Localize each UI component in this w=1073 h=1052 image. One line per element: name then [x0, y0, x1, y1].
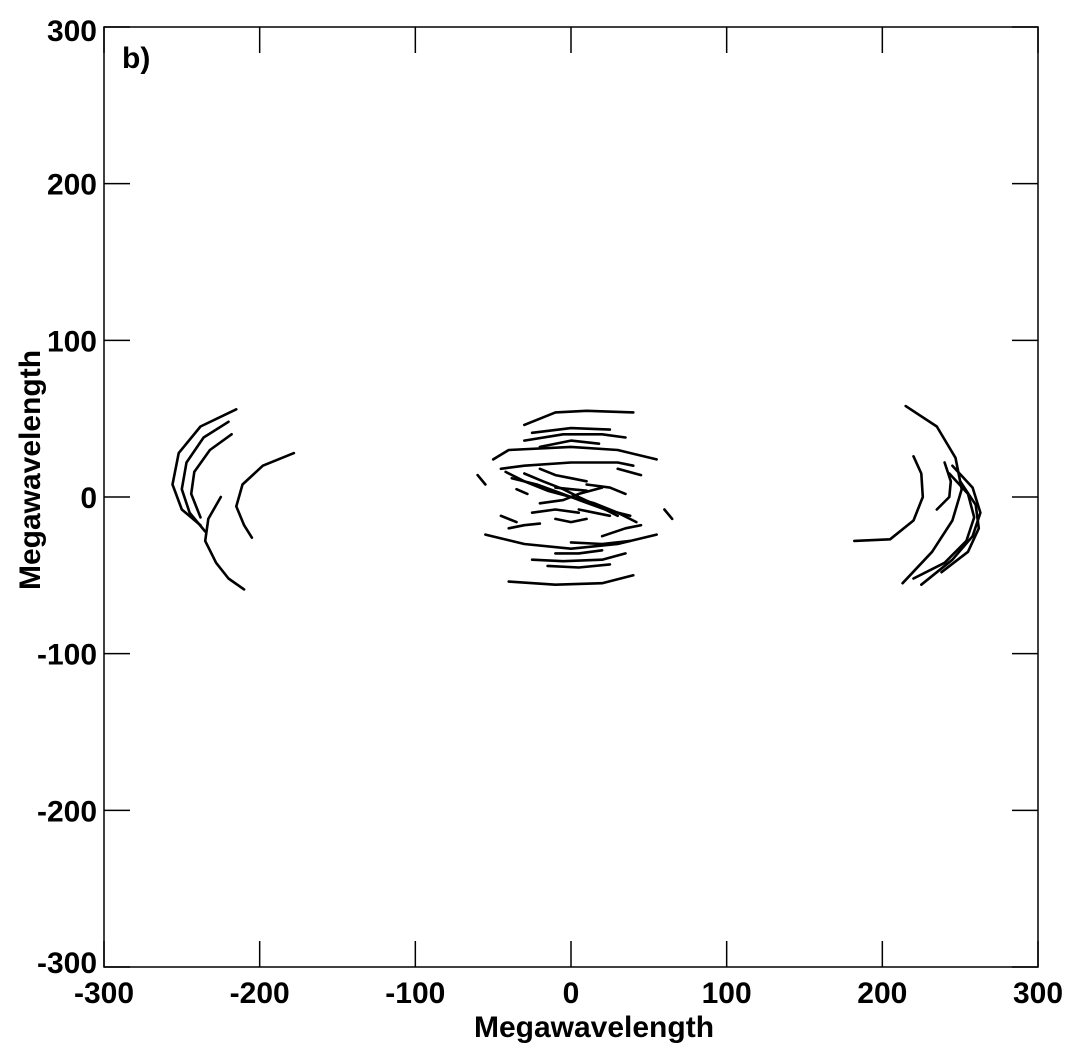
uv-track	[171, 407, 238, 527]
uv-track	[546, 563, 612, 569]
x-tick-label: 100	[702, 977, 752, 1010]
uv-track	[616, 467, 643, 477]
y-tick-label: 200	[47, 169, 97, 202]
uv-track	[203, 495, 246, 591]
uv-track	[530, 426, 612, 435]
uv-track	[530, 552, 627, 563]
uv-track	[507, 522, 542, 530]
uv-track	[507, 573, 635, 587]
y-tick-label: -300	[37, 947, 97, 980]
uv-track	[538, 486, 604, 505]
x-tick-label: -100	[385, 977, 445, 1010]
uv-track	[538, 439, 601, 449]
uv-track	[499, 514, 518, 524]
uv-track	[476, 473, 487, 486]
tick-labels: -300 -200 -100 0 100 200 300 -300 -200 -100 0 100 20…	[37, 15, 1063, 1010]
uv-track	[189, 432, 233, 519]
uv-tracks	[171, 404, 982, 591]
uv-track	[554, 517, 588, 524]
uv-track	[585, 483, 627, 496]
uv-track	[491, 445, 658, 461]
uv-track	[499, 461, 635, 471]
x-axis-label: Megawavelength	[474, 1011, 714, 1044]
panel-label: b)	[122, 42, 150, 75]
tick-marks	[103, 26, 1039, 968]
uv-track	[522, 409, 635, 427]
uv-track	[577, 508, 612, 518]
uv-track	[569, 539, 632, 546]
y-tick-label: 100	[47, 325, 97, 358]
uv-track	[515, 487, 529, 496]
uv-track	[554, 486, 588, 493]
x-tick-label: 200	[857, 977, 907, 1010]
y-tick-label: 0	[80, 482, 97, 515]
uv-track	[530, 508, 581, 515]
x-tick-label: -300	[74, 977, 134, 1010]
uv-track	[919, 464, 982, 587]
y-axis-label: Megawavelength	[14, 350, 47, 590]
uv-track	[522, 472, 620, 518]
uv-track	[663, 508, 674, 521]
uv-track	[180, 420, 230, 533]
x-tick-label: 300	[1013, 977, 1063, 1010]
x-tick-label: -200	[230, 977, 290, 1010]
uv-track	[901, 404, 964, 585]
y-tick-label: 300	[47, 15, 97, 48]
uv-track	[935, 461, 953, 511]
uv-track	[235, 451, 296, 540]
uv-track	[522, 432, 627, 442]
uv-track	[600, 523, 643, 538]
y-tick-label: -200	[37, 795, 97, 828]
y-tick-label: -100	[37, 639, 97, 672]
uv-track	[554, 548, 604, 555]
x-tick-label: 0	[563, 977, 580, 1010]
uv-track	[538, 467, 588, 483]
uv-track	[852, 454, 925, 543]
uv-track	[940, 479, 981, 574]
